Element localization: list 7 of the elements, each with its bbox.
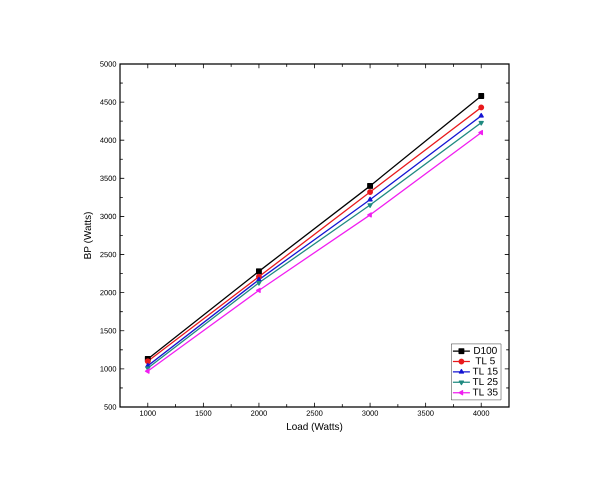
legend-label: TL 25	[472, 378, 498, 386]
x-axis-title: Load (Watts)	[286, 422, 342, 432]
legend-label: TL 15	[472, 368, 498, 375]
legend-label: TL 5	[476, 357, 495, 364]
legend-label: TL 35	[472, 388, 498, 396]
legend-label: D100	[474, 346, 497, 354]
y-axis-title: BP (Watts)	[84, 212, 94, 259]
